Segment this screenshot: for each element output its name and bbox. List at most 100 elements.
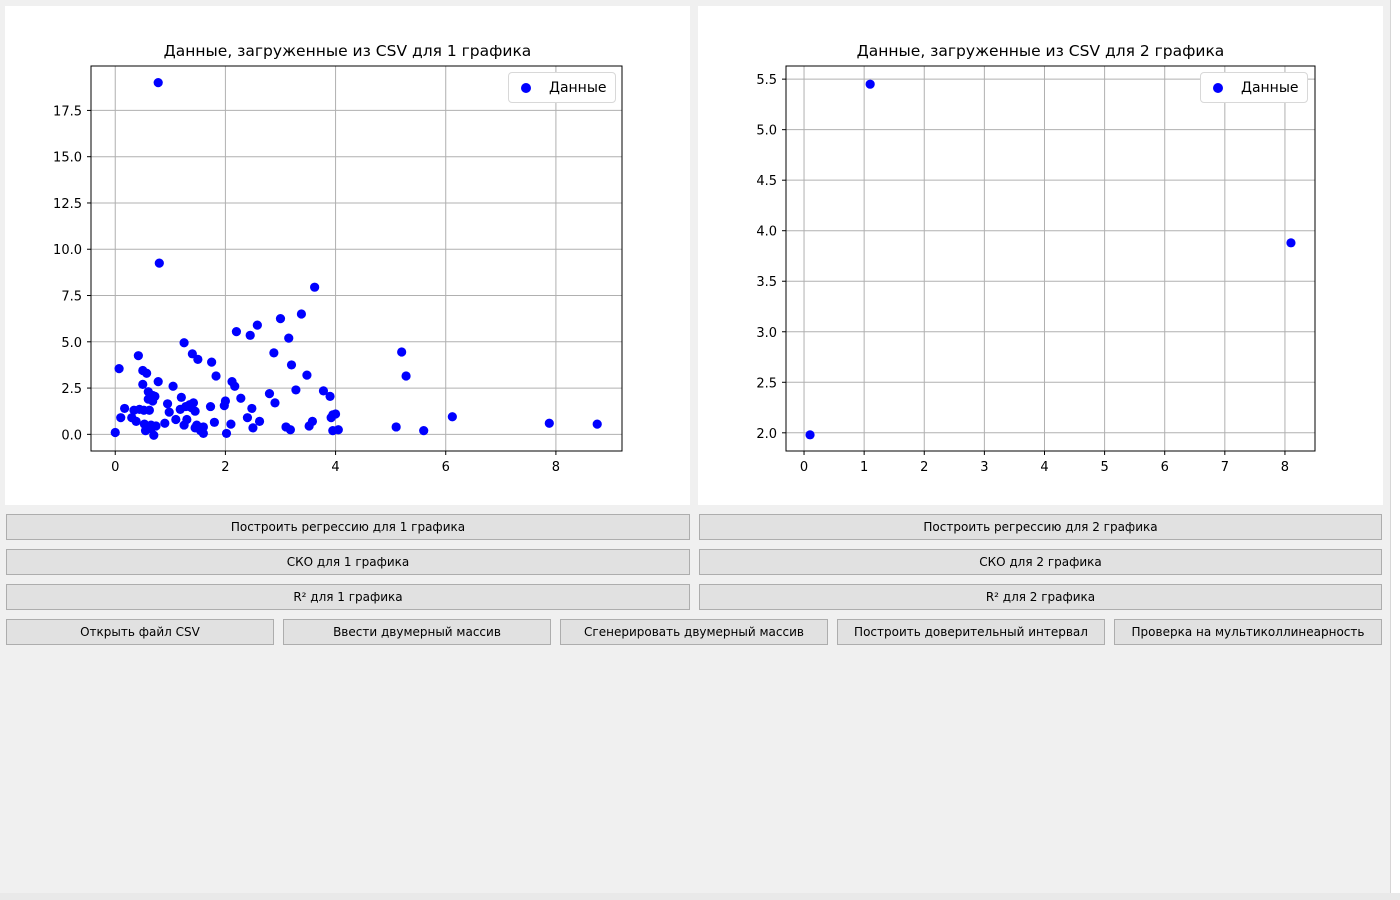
data-point [205,401,216,412]
data-point [1286,238,1296,248]
generate-array-button[interactable]: Сгенерировать двумерный массив [560,619,828,645]
x-tick-label: 6 [1161,460,1169,475]
data-point [179,338,189,348]
y-tick-label: 5.5 [756,73,777,88]
legend-marker [521,82,531,93]
data-point [131,416,141,426]
data-point [209,417,219,427]
data-point [116,413,126,423]
data-point [182,414,192,425]
y-tick-label: 5.0 [756,124,777,139]
data-point [245,330,255,340]
data-point [310,282,320,292]
data-point [447,412,457,422]
data-point [333,425,343,435]
data-point [211,371,221,381]
data-point [176,392,186,402]
data-point [226,419,236,429]
x-tick-label: 3 [980,460,988,475]
open-csv-button[interactable]: Открыть файл CSV [6,619,274,645]
y-tick-label: 7.5 [61,290,82,305]
y-tick-label: 2.5 [756,376,777,391]
data-point [254,416,265,426]
data-point [231,327,242,337]
y-tick-label: 5.0 [61,336,82,351]
data-point [296,309,307,319]
x-tick-label: 8 [1281,460,1289,475]
data-point [247,403,257,414]
data-point [207,357,217,367]
enter-array-button[interactable]: Ввести двумерный массив [283,619,551,645]
y-tick-label: 12.5 [53,197,82,212]
sko-1-button[interactable]: СКО для 1 графика [6,549,690,575]
data-point [162,399,173,409]
data-point [391,422,401,432]
data-point [269,348,279,358]
regression-2-button[interactable]: Построить регрессию для 2 графика [699,514,1382,540]
plot-frame [90,65,623,452]
data-point [168,381,178,391]
data-point [138,379,148,389]
desktop-edge [1390,0,1400,900]
x-tick-label: 2 [920,460,928,475]
plot-panel-2: 0 1 2 3 4 5 6 7 8 2.0 2.5 3.0 3.5 4.0 4.5 5.0 5.5 Данные… [698,6,1383,505]
confidence-interval-button[interactable]: Построить доверительный интервал [837,619,1105,645]
data-point [307,416,318,426]
y-tick-label: 4.0 [756,225,777,240]
x-tick-label: 4 [331,460,339,475]
data-point [325,391,335,401]
data-point [220,396,231,406]
plot-frame [785,65,1316,452]
y-tick-label: 0.0 [61,428,82,443]
y-tick-label: 3.5 [756,275,777,290]
data-point [120,403,130,414]
scatter-chart-1: 0 2 4 6 8 0.0 2.5 5.0 7.5 10.0 12.5 15.0 17.5 [53,65,623,475]
data-point [142,368,152,378]
data-point [154,258,164,268]
plot-panel-1: 0 2 4 6 8 0.0 2.5 5.0 7.5 10.0 12.5 15.0 17.5 Данные… [5,6,690,505]
taskbar-strip [0,893,1400,900]
multicollinearity-button[interactable]: Проверка на мультиколлинеарность [1114,619,1382,645]
r2-2-button[interactable]: R² для 2 графика [699,584,1382,610]
data-point [330,409,341,419]
data-point [160,418,170,428]
data-point [264,389,275,399]
sko-2-button[interactable]: СКО для 2 графика [699,549,1382,575]
x-tick-label: 5 [1100,460,1108,475]
r2-1-button[interactable]: R² для 1 графика [6,584,690,610]
y-tick-label: 4.5 [756,174,777,189]
data-point [248,423,258,433]
data-point [419,426,429,436]
chart-2-title: Данные, загруженные из CSV для 2 графика [856,42,1225,60]
chart-1-legend-label: Данные [549,79,607,96]
data-point [151,421,161,431]
data-point [171,414,181,425]
data-point [805,430,815,440]
chart-1-title: Данные, загруженные из CSV для 1 графика [163,42,532,60]
data-point [190,406,200,416]
legend-marker [1213,82,1223,93]
data-point [198,428,208,439]
data-point [285,425,296,435]
x-tick-label: 6 [442,460,450,475]
data-point [153,376,163,387]
data-point [221,428,232,439]
x-tick-label: 0 [800,460,808,475]
data-point [153,78,163,88]
data-point [284,333,294,343]
regression-1-button[interactable]: Построить регрессию для 1 графика [6,514,690,540]
x-tick-label: 7 [1221,460,1229,475]
data-point [286,360,297,370]
x-tick-label: 1 [860,460,868,475]
data-point [302,370,312,380]
y-tick-label: 15.0 [53,151,82,166]
data-point [149,430,159,440]
data-point [270,398,280,408]
data-point [144,405,154,415]
y-tick-label: 3.0 [756,326,777,341]
chart-2-legend: Данные [1200,72,1308,103]
data-point [110,427,120,438]
y-tick-label: 10.0 [53,243,82,258]
x-tick-label: 8 [552,460,560,475]
